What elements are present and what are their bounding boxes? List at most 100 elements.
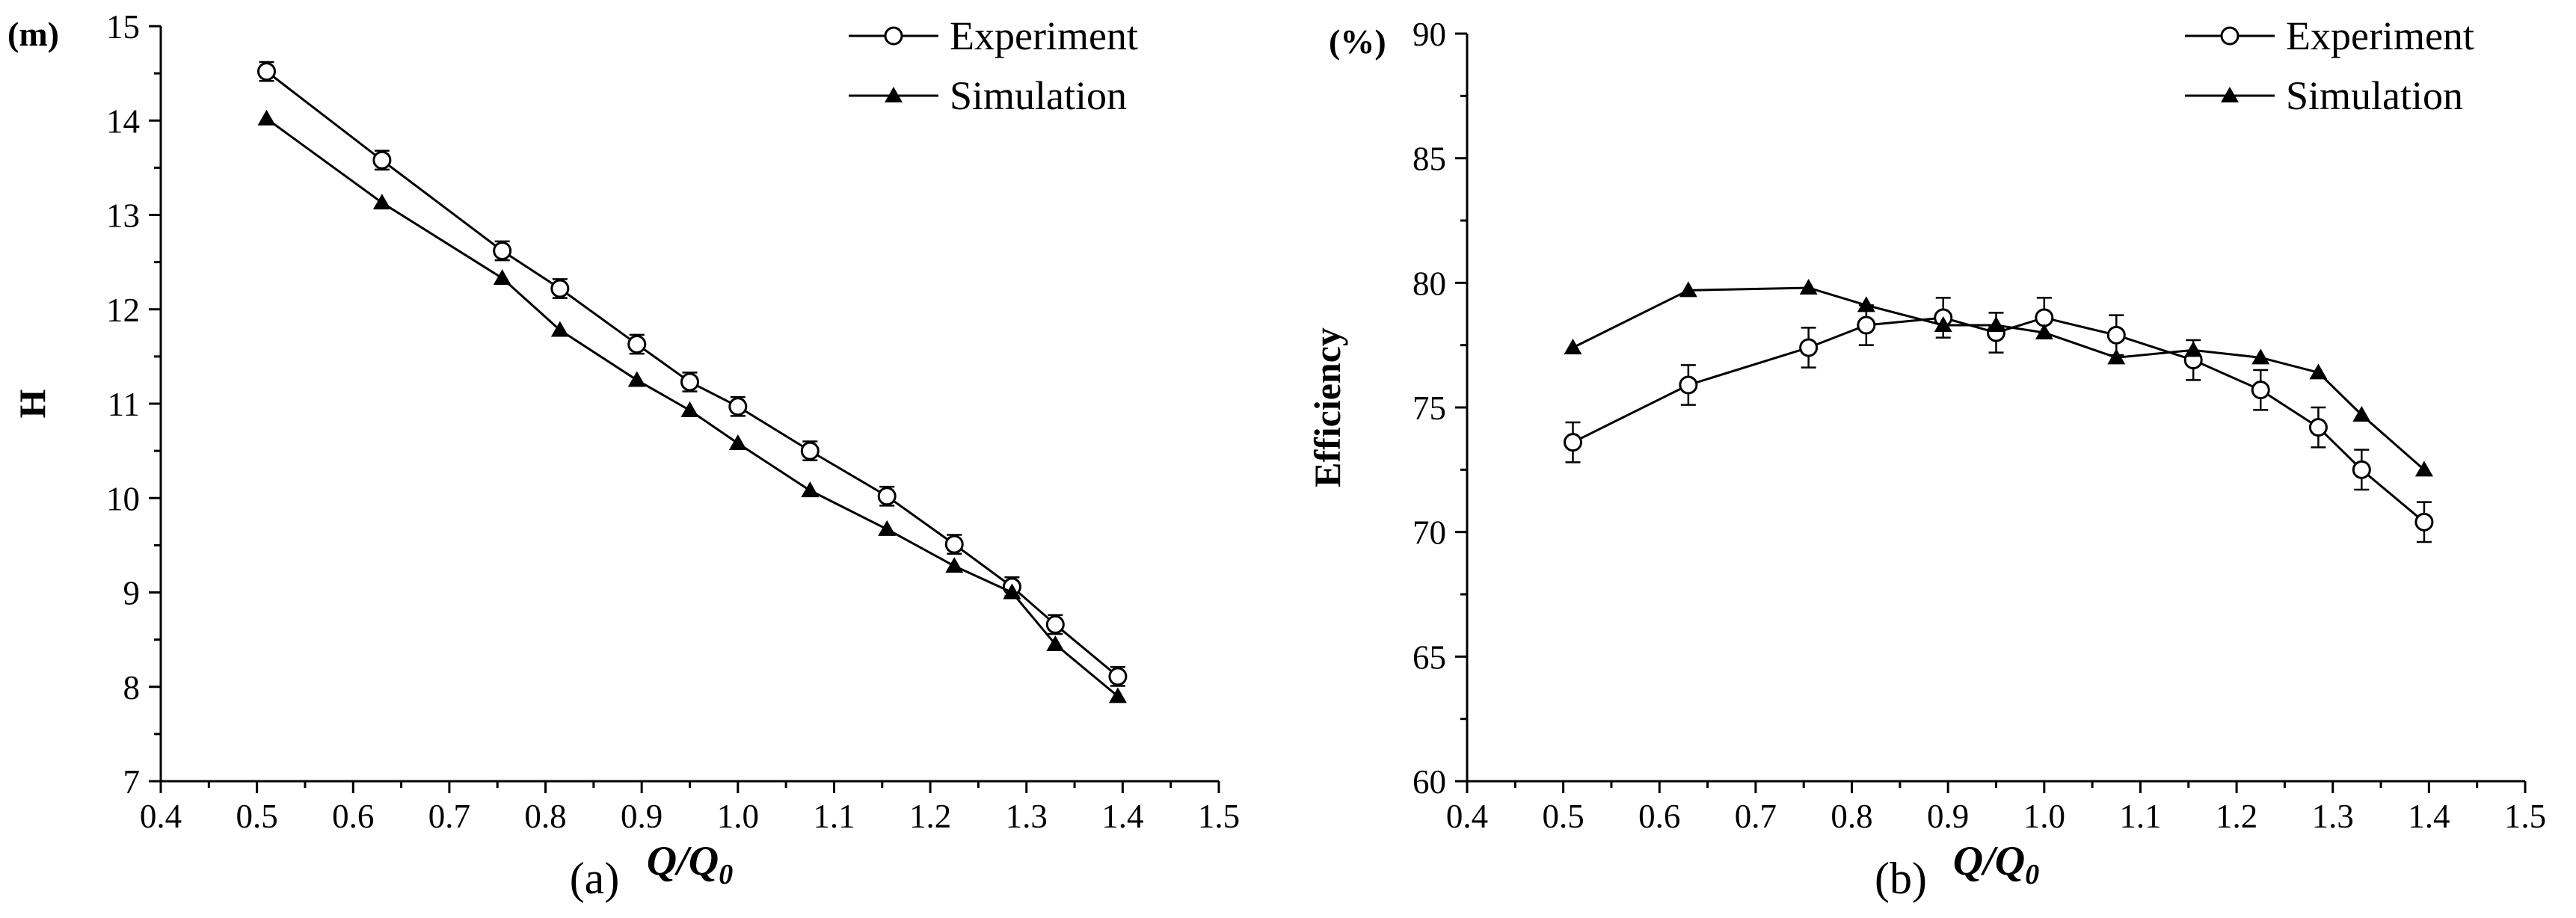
chart-b-x-tick-label: 1.5	[2504, 798, 2546, 835]
chart-b-series-experiment-line	[1572, 316, 2425, 523]
chart-b-x-tick-label: 1.1	[2119, 798, 2161, 835]
chart-a-legend-label: Simulation	[950, 73, 1127, 118]
chart-a-simulation-point	[1108, 687, 1127, 703]
chart-b-experiment-point	[2251, 381, 2270, 400]
chart-b-y-tick-label: 90	[1413, 16, 1446, 53]
chart-a-simulation-point	[945, 557, 964, 573]
chart-b-x-tick-label: 1.4	[2408, 798, 2450, 835]
chart-b-y-tick-label: 85	[1413, 141, 1446, 178]
chart-b-x-tick-label: 0.5	[1543, 798, 1584, 835]
chart-b-experiment-point	[1799, 338, 1819, 357]
chart-a-x-tick-label: 1.2	[909, 798, 951, 835]
head-chart: 0.4 0.5 0.6 0.7 0.8 0.9 1.0 1.1 1.2 1.3 1.4 1.5 7 8 9 1…	[7, 8, 1240, 903]
chart-b-experiment-point	[1679, 375, 1698, 395]
chart-b-legend-label: Simulation	[2286, 73, 2463, 118]
chart-b-experiment-point	[2352, 460, 2371, 479]
chart-a-legend-label: Experiment	[950, 13, 1138, 58]
chart-a-experiment-point	[627, 334, 647, 354]
chart-b-experiment-point	[2035, 308, 2054, 327]
chart-b-experiment-point	[1564, 433, 1582, 452]
chart-a-y-tick-label: 7	[123, 763, 141, 801]
chart-a-y-unit: (m)	[7, 15, 59, 53]
chart-b-x-tick-label: 0.7	[1735, 798, 1777, 835]
chart-a-y-tick-label: 11	[108, 386, 140, 423]
chart-a-x-axis-title: Q/Q0	[647, 838, 733, 890]
chart-panel-b: 0.4 0.5 0.6 0.7 0.8 0.9 1.0 1.1 1.2 1.3 1.4 1.5 60 65…	[1288, 0, 2576, 914]
chart-b-legend-marker	[2220, 26, 2240, 46]
chart-b-simulation-point	[1987, 316, 2005, 332]
chart-b-series-simulation-line	[1572, 286, 2425, 471]
chart-a-simulation-point	[1046, 635, 1065, 651]
chart-a-x-tick-label: 0.8	[524, 798, 566, 835]
chart-a-experiment-point	[944, 535, 964, 554]
chart-a-simulation-point	[257, 109, 276, 126]
chart-b-y-tick-label: 60	[1413, 763, 1446, 801]
chart-b-x-axis-title-sub: 0	[2025, 859, 2039, 890]
chart-a-simulation-point	[372, 194, 391, 210]
chart-b-experiment-point	[1857, 315, 1876, 335]
chart-a-experiment-point	[728, 397, 748, 416]
chart-a-x-tick-label: 1.1	[813, 798, 855, 835]
chart-b-experiment-point	[2106, 325, 2126, 345]
chart-a-y-tick-label: 12	[106, 292, 140, 329]
chart-a-simulation-point	[627, 371, 646, 387]
chart-a-experiment-point	[493, 241, 512, 260]
chart-a-experiment-point	[877, 487, 897, 506]
chart-a-legend-marker	[884, 26, 903, 46]
chart-a-experiment-point	[800, 441, 820, 460]
chart-b-y-tick-label: 70	[1413, 514, 1446, 552]
chart-a-x-tick-label: 0.4	[140, 798, 182, 835]
chart-b-simulation-point	[2035, 324, 2053, 339]
chart-a-y-tick-label: 10	[106, 480, 140, 517]
chart-b-simulation-point	[2352, 406, 2371, 422]
chart-a-x-tick-label: 1.5	[1198, 798, 1240, 835]
chart-a-x-axis-title-sub: 0	[719, 859, 733, 890]
chart-a-simulation-point	[680, 401, 699, 417]
chart-b-y-unit: (%)	[1329, 22, 1386, 61]
chart-a-y-tick-label: 9	[123, 575, 141, 612]
chart-a-experiment-point	[550, 279, 570, 298]
chart-b-simulation-point	[1799, 279, 1818, 295]
chart-a-y-tick-label: 14	[106, 102, 140, 140]
chart-a-x-tick-label: 0.9	[621, 798, 663, 835]
chart-b-x-tick-label: 0.6	[1638, 798, 1680, 835]
chart-a-simulation-point	[1003, 583, 1021, 600]
chart-b-y-axis-title: Efficiency	[1306, 327, 1348, 487]
chart-a-simulation-point	[550, 321, 569, 337]
chart-b-simulation-point	[2309, 363, 2328, 380]
chart-b-simulation-point	[2184, 341, 2203, 357]
chart-a-x-tick-label: 1.0	[717, 798, 759, 835]
chart-b-simulation-point	[1934, 316, 1952, 332]
chart-a-legend-marker	[885, 87, 903, 102]
chart-b-simulation-point	[1857, 296, 1875, 312]
chart-b-experiment-point	[2414, 512, 2434, 532]
chart-a-caption: (a)	[570, 854, 620, 903]
chart-a-x-axis-title-main: Q/Q	[647, 838, 719, 884]
chart-a-y-tick-label: 15	[106, 8, 140, 46]
chart-b-y-tick-label: 80	[1413, 265, 1446, 302]
chart-b-simulation-point	[2107, 348, 2126, 365]
chart-b-y-tick-label: 75	[1413, 389, 1446, 427]
chart-b-simulation-point	[2414, 460, 2433, 477]
chart-a-x-tick-label: 1.4	[1101, 798, 1143, 835]
chart-a-experiment-point	[372, 150, 392, 170]
chart-b-x-tick-label: 0.9	[1927, 798, 1969, 835]
chart-b-legend-marker	[2221, 87, 2239, 102]
chart-b-x-tick-label: 1.0	[2023, 798, 2065, 835]
chart-a-experiment-point	[1045, 614, 1065, 634]
chart-a-y-tick-label: 8	[123, 669, 141, 706]
chart-a-y-axis-title: H	[11, 389, 53, 418]
chart-a-x-tick-label: 0.7	[428, 798, 470, 835]
chart-a-y-tick-label: 13	[106, 197, 140, 235]
chart-b-x-tick-label: 1.2	[2216, 798, 2257, 835]
chart-b-x-tick-label: 1.3	[2312, 798, 2354, 835]
chart-b-x-tick-label: 0.4	[1446, 798, 1488, 835]
chart-a-simulation-point	[728, 434, 747, 451]
chart-a-simulation-point	[493, 269, 511, 286]
chart-b-experiment-point	[2308, 418, 2328, 437]
chart-panel-a: 0.4 0.5 0.6 0.7 0.8 0.9 1.0 1.1 1.2 1.3 1.4 1.5 7 8 9 1…	[0, 0, 1288, 914]
chart-b-x-axis-title-main: Q/Q	[1953, 838, 2025, 884]
efficiency-chart: 0.4 0.5 0.6 0.7 0.8 0.9 1.0 1.1 1.2 1.3 1.4 1.5 60 65…	[1306, 13, 2546, 903]
chart-a-x-tick-label: 0.6	[332, 798, 374, 835]
chart-b-simulation-point	[2251, 348, 2270, 365]
